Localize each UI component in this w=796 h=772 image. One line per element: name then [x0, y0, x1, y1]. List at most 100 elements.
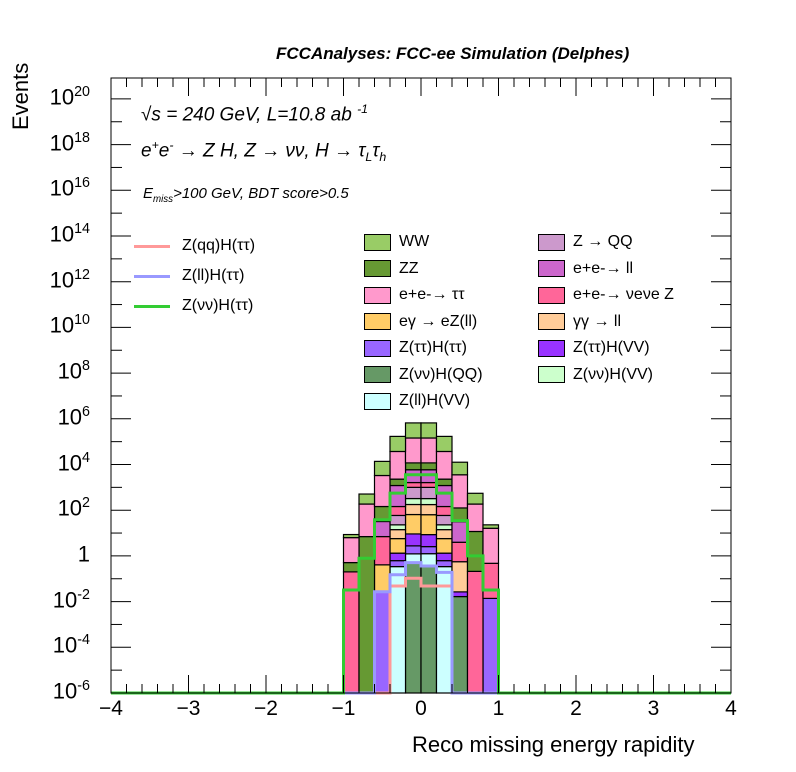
x-tick-label: 2 — [570, 697, 582, 720]
stack-bar — [389, 560, 407, 568]
legend-label: Z → QQ — [573, 233, 633, 250]
y-tick-label: 102 — [10, 495, 90, 521]
stack-bar — [420, 462, 438, 471]
stack-bar — [404, 437, 422, 464]
x-tick-label: 1 — [492, 697, 505, 720]
stack-bar — [435, 524, 453, 531]
y-tick-base: 10 — [52, 678, 78, 704]
x-tick-label: −4 — [99, 697, 123, 720]
stack-bar — [420, 514, 438, 536]
y-tick-exp: 20 — [74, 83, 90, 100]
legend-label: Z(ll)H(VV) — [399, 392, 471, 409]
x-axis-title: Reco missing energy rapidity — [412, 732, 695, 757]
cuts-part: miss — [153, 194, 174, 205]
legend-color-swatch — [364, 313, 391, 330]
stack-bar — [451, 521, 469, 543]
plot-title: FCCAnalyses: FCC-ee Simulation (Delphes) — [276, 44, 630, 63]
stack-bar — [404, 481, 422, 488]
legend-entry: Z(ττ)H(VV) — [538, 339, 650, 357]
y-tick-label: 1012 — [10, 267, 90, 293]
legend-color-swatch — [364, 286, 391, 304]
y-tick-exp: -6 — [77, 678, 90, 694]
stack-bar — [451, 591, 469, 598]
y-tick-exp: -2 — [77, 586, 90, 603]
legend-entry: Z(νν)H(QQ) — [364, 366, 483, 384]
y-tick-label: 108 — [10, 358, 90, 384]
stack-bar — [373, 564, 391, 593]
legend-line-swatch — [134, 274, 170, 278]
legend-label: ZZ — [399, 259, 419, 277]
y-tick-label: 10-2 — [10, 587, 90, 613]
y-tick-label: 10-6 — [10, 678, 90, 704]
x-tick-label: 3 — [647, 697, 660, 720]
stack-bar — [420, 437, 438, 464]
legend-entry: Z(ττ)H(ττ) — [364, 339, 467, 357]
y-tick-exp: 8 — [82, 358, 90, 375]
process-part: L — [365, 150, 373, 165]
legend-label: WW — [399, 233, 430, 250]
legend-label: Z(νν)H(QQ) — [399, 365, 483, 383]
legend-color-swatch — [538, 233, 565, 251]
legend-label: Z(ττ)H(ττ) — [399, 339, 467, 356]
legend-entry: γγ → ll — [538, 313, 621, 331]
stack-bar — [435, 537, 453, 554]
stack-bar — [451, 474, 469, 509]
process-part: + — [151, 138, 159, 152]
legend-label: Z(νν)H(ττ) — [182, 297, 254, 314]
legend-label: Z(ll)H(ττ) — [182, 267, 245, 284]
process-label: e+e- → Z H, Z → νν, H → τLτh — [141, 138, 386, 164]
legend-entry: Z(νν)H(VV) — [538, 366, 653, 384]
stack-bar — [373, 520, 391, 538]
energy-text: √s = 240 GeV, L=10.8 ab — [141, 104, 352, 126]
cuts-part: >100 GeV, BDT score>0.5 — [173, 185, 349, 202]
y-tick-base: 1 — [77, 541, 90, 567]
stack-bar — [389, 450, 407, 480]
stack-bar — [482, 562, 500, 600]
legend-label: e+e-→ νeνe Z — [573, 286, 674, 303]
stack-bar — [389, 529, 407, 540]
stack-bar — [451, 541, 469, 563]
stack-bar — [373, 460, 391, 477]
stack-bar — [342, 561, 360, 573]
y-tick-label: 1018 — [10, 130, 90, 156]
stack-bar — [420, 503, 438, 516]
process-part: τ — [372, 140, 380, 162]
stack-bar — [420, 497, 438, 506]
energy-lumi-label: √s = 240 GeV, L=10.8 ab -1 — [141, 102, 368, 126]
legend-color-swatch — [538, 313, 565, 330]
y-tick-exp: -4 — [77, 632, 90, 649]
legend-entry: e+e-→ νeνe Z — [538, 286, 674, 304]
process-part: - — [169, 138, 174, 152]
stack-bar — [389, 478, 407, 487]
stack-bar — [404, 462, 422, 471]
stack-bar — [435, 552, 453, 562]
stack-bar — [389, 537, 407, 554]
legend-label: Z(ττ)H(VV) — [573, 339, 650, 356]
stack-bar — [373, 474, 391, 508]
x-tick-label: −2 — [254, 697, 278, 720]
y-tick-label: 1020 — [10, 84, 90, 110]
x-tick-label: −1 — [331, 697, 356, 720]
legend-entry: e+e-→ ll — [538, 260, 633, 278]
stack-bar — [420, 486, 438, 500]
stack-bar — [342, 533, 360, 539]
stack-bar — [404, 513, 422, 535]
stack-bar — [404, 533, 422, 547]
legend-entry: Z(qq)H(ττ) — [134, 237, 255, 255]
stack-bar — [435, 484, 453, 508]
legend-entry: Z(νν)H(ττ) — [134, 297, 253, 315]
stack-bar — [373, 591, 391, 694]
y-tick-base: 10 — [49, 84, 75, 110]
stack-bar — [466, 530, 484, 572]
cuts-label: Emiss>100 GeV, BDT score>0.5 — [143, 185, 349, 205]
legend-color-swatch — [364, 233, 391, 251]
y-tick-base: 10 — [57, 495, 83, 521]
cuts-part: E — [143, 185, 154, 202]
legend-entry: e+e-→ ττ — [364, 286, 465, 304]
stack-bar — [389, 484, 407, 508]
legend-entry: Z(ll)H(VV) — [364, 392, 470, 410]
stack-bar — [404, 545, 422, 555]
y-tick-label: 1 — [10, 541, 90, 567]
